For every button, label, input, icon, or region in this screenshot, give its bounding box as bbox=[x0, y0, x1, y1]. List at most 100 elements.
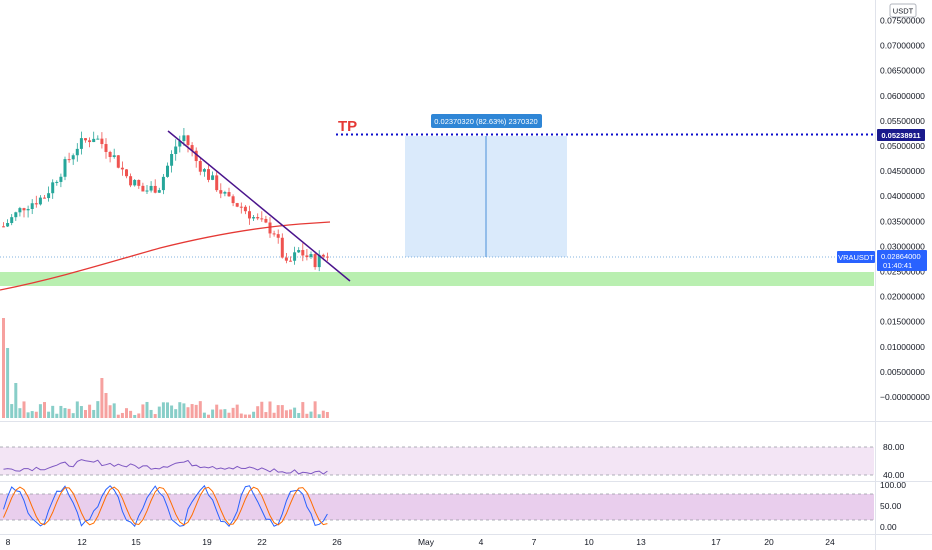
volume-bar bbox=[2, 318, 5, 418]
volume-bar bbox=[153, 414, 157, 418]
stoch-axis-label: 50.00 bbox=[880, 501, 902, 511]
candle-body bbox=[231, 196, 235, 204]
candle-body bbox=[182, 135, 186, 142]
price-axis[interactable]: USDT 0.07500000 0.07000000 0.06500000 0.060… bbox=[880, 3, 930, 402]
volume-bar bbox=[317, 414, 321, 418]
candle-body bbox=[239, 206, 243, 208]
time-axis-label: 19 bbox=[202, 537, 212, 547]
main-pane[interactable]: 0.02370320 (82.63%) 2370320 TP bbox=[0, 114, 876, 418]
volume-bar bbox=[198, 401, 202, 418]
volume-bar bbox=[284, 410, 288, 418]
volume-bar bbox=[194, 404, 198, 418]
candle-body bbox=[153, 185, 157, 193]
rsi-pane[interactable] bbox=[0, 421, 932, 476]
volume-bar bbox=[79, 406, 83, 418]
candle-body bbox=[129, 176, 133, 186]
volume-bar bbox=[161, 402, 165, 418]
candle-body bbox=[211, 175, 215, 180]
volume-bar bbox=[325, 411, 329, 418]
candle-body bbox=[157, 190, 161, 193]
candle-body bbox=[248, 211, 251, 219]
volume-bar bbox=[59, 405, 63, 418]
svg-text:VRAUSDT: VRAUSDT bbox=[838, 253, 874, 262]
volume-bar bbox=[34, 411, 38, 418]
candle-body bbox=[18, 208, 22, 213]
volume-bar bbox=[100, 378, 104, 418]
candle-body bbox=[256, 217, 260, 219]
volume-bar bbox=[235, 404, 239, 418]
candle-body bbox=[47, 193, 51, 199]
descending-trendline[interactable] bbox=[167, 130, 351, 282]
candle-body bbox=[309, 254, 313, 258]
volume-bar bbox=[239, 413, 243, 418]
volume-bar bbox=[223, 409, 227, 418]
candle-body bbox=[63, 159, 67, 177]
stoch-k-line bbox=[3, 484, 328, 528]
price-axis-label: 0.03500000 bbox=[880, 216, 925, 226]
stoch-pane[interactable] bbox=[0, 481, 932, 528]
time-axis-label: May bbox=[418, 537, 435, 547]
time-axis-label: 10 bbox=[584, 537, 594, 547]
price-axis-label: 0.07500000 bbox=[880, 16, 925, 26]
volume-bar bbox=[55, 413, 59, 418]
candle-body bbox=[166, 165, 169, 177]
volume-bar bbox=[26, 412, 30, 418]
candle-body bbox=[321, 254, 325, 257]
measure-label: 0.02370320 (82.63%) 2370320 bbox=[434, 117, 537, 126]
volume-bar bbox=[301, 402, 305, 418]
time-axis[interactable]: 8 12 15 19 22 26 May 4 7 10 13 17 20 24 bbox=[6, 537, 835, 547]
volume-bar bbox=[51, 405, 55, 418]
candle-body bbox=[313, 254, 317, 268]
time-axis-label: 17 bbox=[711, 537, 721, 547]
time-axis-label: 24 bbox=[825, 537, 835, 547]
price-axis-label: 0.04500000 bbox=[880, 166, 925, 176]
volume-bars bbox=[2, 318, 329, 418]
price-axis-label: 0.01500000 bbox=[880, 317, 925, 327]
volume-bar bbox=[96, 401, 100, 418]
volume-bar bbox=[6, 348, 10, 418]
candle-body bbox=[38, 197, 42, 205]
candle-body bbox=[223, 192, 227, 194]
candle-body bbox=[92, 138, 96, 143]
candle-body bbox=[297, 250, 301, 253]
volume-bar bbox=[71, 413, 75, 418]
candle-body bbox=[235, 203, 239, 207]
candle-body bbox=[268, 222, 272, 234]
time-axis-label: 13 bbox=[636, 537, 646, 547]
currency-label: USDT bbox=[893, 7, 914, 16]
candle-body bbox=[186, 135, 190, 146]
volume-bar bbox=[227, 412, 231, 418]
volume-bar bbox=[133, 414, 137, 418]
candle-body bbox=[34, 203, 38, 205]
volume-bar bbox=[186, 407, 190, 418]
candle-body bbox=[59, 176, 63, 182]
candle-body bbox=[280, 237, 284, 258]
stoch-axis-label: 100.00 bbox=[880, 480, 906, 490]
candle-body bbox=[190, 145, 194, 151]
candle-body bbox=[137, 180, 141, 186]
volume-bar bbox=[149, 409, 153, 418]
volume-bar bbox=[260, 401, 264, 418]
candle-body bbox=[14, 212, 18, 218]
candle-body bbox=[227, 192, 231, 197]
candle-body bbox=[207, 169, 210, 180]
candle-body bbox=[67, 159, 71, 161]
volume-bar bbox=[289, 409, 292, 418]
measure-box[interactable]: 0.02370320 (82.63%) 2370320 bbox=[405, 114, 567, 257]
volume-bar bbox=[112, 403, 116, 418]
volume-bar bbox=[104, 393, 108, 418]
price-axis-label: 0.02500000 bbox=[880, 267, 925, 277]
volume-bar bbox=[264, 412, 268, 418]
candle-body bbox=[215, 175, 219, 191]
time-axis-label: 4 bbox=[479, 537, 484, 547]
price-axis-label: 0.01000000 bbox=[880, 342, 925, 352]
volume-bar bbox=[272, 412, 276, 418]
volume-bar bbox=[47, 411, 51, 418]
candle-body bbox=[293, 252, 297, 261]
volume-bar bbox=[145, 401, 149, 418]
rsi-line bbox=[3, 459, 328, 475]
candle-body bbox=[272, 233, 276, 235]
volume-bar bbox=[219, 409, 223, 418]
volume-bar bbox=[309, 411, 313, 418]
